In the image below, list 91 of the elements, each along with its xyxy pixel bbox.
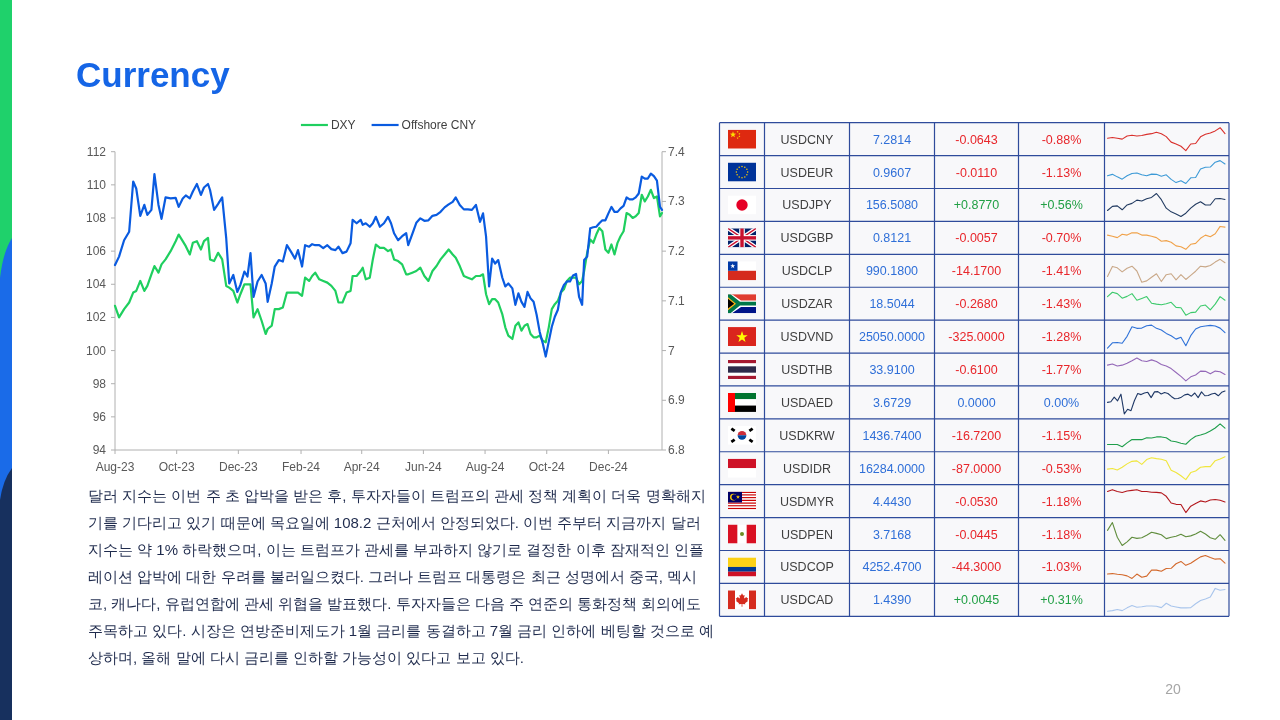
text: 1436.7400	[862, 428, 922, 443]
text: +0.0045	[953, 593, 1000, 608]
text: -1.28%	[1041, 330, 1082, 345]
y-tick-label: 98	[92, 376, 107, 391]
text: -0.2680	[955, 297, 998, 312]
text: -1.03%	[1041, 560, 1082, 575]
y-tick-label: 94	[92, 443, 107, 457]
text: 25050.0000	[858, 330, 926, 345]
text: -1.77%	[1041, 363, 1082, 377]
y-tick-label: 102	[85, 310, 107, 325]
category-label: USDVND	[780, 330, 834, 345]
text: 달러 지수는 이번 주 초 압박을 받은 후, 투자자들이 트럼프의 관세 정책 계획이 더욱 명확해지기를 기다리고 있기 때문에 목요일에 108.2 근처에서 안정되었다. 이번 주부터 지금까지 달러 지수는 약 1% 하락했으며, 이는 트럼프가 관세를 부과하지 않기로 결정한 이후 잠재적인 인플레이션 압박에 대한 우려를 불러일으켰다. 그러나 트럼프 대통령은 최근 성명에서 중국, 멕시코, 캐나다, 유럽연합에 관세 위협을 발표했다. 투자자들은 다음 주 연준의 통화정책 회의에도 주목하고 있다. 시장은 연방준비제도가 1월 금리를 동결하고 7월 금리 인하에 베팅할 것으로 예상하며, 올해 말에 다시 금리를 인하할 가능성이 있다고 보고 있다.	[88, 486, 714, 668]
text: 990.1800	[865, 264, 919, 279]
text: +0.31%	[1040, 593, 1083, 608]
category-label: USDCLP	[781, 264, 833, 279]
category-label: USDZAR	[781, 297, 833, 312]
text: -0.0643	[955, 132, 998, 147]
chart-title: Currency	[76, 55, 231, 94]
category-label: USDPEN	[780, 527, 834, 542]
text: 7.2814	[872, 132, 912, 147]
text: 3.6729	[872, 395, 912, 410]
x-tick-label: Jun-24	[405, 460, 443, 474]
text: -14.1700	[951, 264, 1002, 279]
x-tick-label: Dec-23	[219, 460, 259, 474]
y2-tick-label: 7.3	[668, 194, 686, 209]
y-tick-label: 108	[85, 210, 107, 225]
text: -1.41%	[1041, 264, 1082, 279]
category-label: USDEUR	[780, 165, 834, 180]
text: 0.9607	[872, 165, 912, 180]
text: 0.0000	[957, 395, 996, 410]
y2-tick-label: 7.1	[668, 293, 686, 308]
y-tick-label: 100	[85, 343, 107, 358]
x-tick-label: Oct-23	[158, 460, 196, 474]
y-tick-label: 112	[86, 144, 107, 159]
text: -1.13%	[1041, 165, 1082, 180]
category-label: USDKRW	[779, 428, 835, 443]
x-tick-label: Oct-24	[528, 460, 566, 474]
text: -0.0110	[955, 165, 998, 180]
x-tick-label: Apr-24	[343, 460, 381, 474]
text: -1.18%	[1041, 494, 1082, 509]
text: 4.4430	[872, 494, 912, 509]
x-tick-label: Aug-24	[465, 460, 505, 474]
text: 1.4390	[872, 593, 912, 608]
y-tick-label: 106	[85, 244, 107, 259]
text: -1.43%	[1041, 297, 1082, 312]
text: -87.0000	[951, 461, 1002, 476]
text: 16284.0000	[858, 461, 926, 476]
text: 0.00%	[1043, 395, 1080, 410]
category-label: USDMYR	[779, 494, 835, 509]
x-tick-label: Dec-24	[589, 460, 629, 474]
category-label: USDGBP	[780, 231, 834, 246]
text: -0.70%	[1041, 231, 1082, 246]
text: -0.0057	[955, 231, 998, 246]
y-tick-label: 104	[85, 277, 107, 292]
y-tick-label: 110	[86, 177, 107, 192]
text: -325.0000	[948, 330, 1005, 345]
text: -0.0445	[955, 527, 998, 542]
category-label: USDCAD	[780, 593, 834, 608]
y2-tick-label: 6.9	[668, 393, 686, 408]
text: 33.9100	[869, 363, 915, 377]
y2-tick-label: 7.4	[668, 144, 686, 159]
category-label: USDAED	[780, 395, 834, 410]
x-tick-label: Feb-24	[282, 460, 321, 474]
category-label: USDJPY	[782, 198, 832, 213]
text: -1.15%	[1041, 428, 1082, 443]
text: 4252.4700	[862, 560, 922, 575]
text: -0.88%	[1041, 132, 1082, 147]
text: -0.53%	[1041, 461, 1082, 476]
y2-tick-label: 7.2	[668, 244, 686, 259]
text: 0.8121	[872, 231, 912, 246]
text: 3.7168	[872, 527, 912, 542]
y2-tick-label: 6.8	[668, 443, 686, 457]
legend-label: Offshore CNY	[401, 118, 477, 132]
text: -0.6100	[955, 363, 998, 377]
text: 18.5044	[869, 297, 915, 312]
text: -44.3000	[951, 560, 1002, 575]
text: +0.8770	[953, 198, 1000, 213]
text: -0.0530	[955, 494, 998, 509]
y2-tick-label: 7	[668, 343, 675, 358]
category-label: USDIDR	[783, 461, 831, 476]
text: -16.7200	[951, 428, 1002, 443]
legend-label: DXY	[330, 118, 356, 132]
category-label: USDCNY	[780, 132, 834, 147]
text: 156.5080	[865, 198, 919, 213]
category-label: USDCOP	[780, 560, 834, 575]
text: 20	[1165, 681, 1181, 697]
category-label: USDTHB	[781, 363, 833, 377]
y-tick-label: 96	[92, 409, 107, 424]
text: +0.56%	[1040, 198, 1083, 213]
x-tick-label: Aug-23	[95, 460, 135, 474]
text: -1.18%	[1041, 527, 1082, 542]
